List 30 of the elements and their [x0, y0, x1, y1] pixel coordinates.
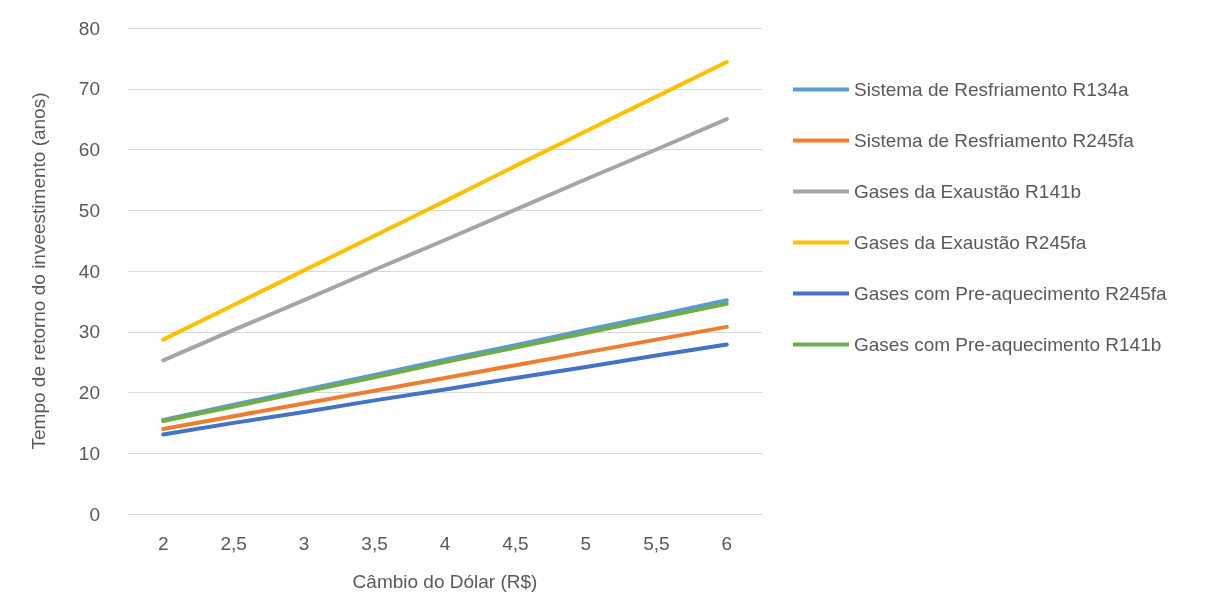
y-tick-label: 0 — [89, 503, 100, 525]
x-axis-title: Câmbio do Dólar (R$) — [352, 571, 538, 592]
line-series — [161, 60, 729, 342]
legend-label: Gases da Exaustão R245fa — [854, 232, 1087, 253]
x-tick-label: 4,5 — [502, 533, 529, 554]
x-tick-label: 4 — [439, 533, 451, 554]
y-tick-label: 60 — [78, 139, 100, 160]
x-tick-label: 3 — [298, 533, 310, 554]
line-series — [161, 117, 729, 363]
legend-label: Sistema de Resfriamento R245fa — [854, 130, 1135, 151]
x-tick-label: 3,5 — [361, 533, 388, 554]
y-tick-label: 30 — [78, 321, 100, 343]
x-tick-label: 5 — [580, 533, 592, 554]
legend-label: Gases com Pre-aquecimento R245fa — [854, 283, 1168, 304]
x-tick-label: 5,5 — [643, 533, 670, 554]
legend-label: Sistema de Resfriamento R134a — [854, 79, 1130, 100]
x-tick-label: 2 — [157, 533, 169, 554]
x-tick-label: 2,5 — [220, 533, 247, 554]
y-tick-label: 70 — [78, 78, 100, 100]
y-tick-label: 80 — [78, 17, 100, 39]
legend-label: Gases com Pre-aquecimento R141b — [854, 334, 1162, 355]
line-series — [161, 342, 729, 437]
legend-label: Gases da Exaustão R141b — [854, 181, 1082, 202]
y-tick-label: 50 — [78, 199, 100, 221]
line-series — [161, 324, 729, 431]
x-tick-label: 6 — [721, 533, 733, 554]
y-axis-title: Tempo de retorno do inveestimento (anos) — [28, 92, 49, 450]
y-tick-label: 40 — [78, 260, 100, 282]
y-tick-label: 20 — [78, 382, 100, 403]
y-tick-label: 10 — [78, 442, 100, 464]
